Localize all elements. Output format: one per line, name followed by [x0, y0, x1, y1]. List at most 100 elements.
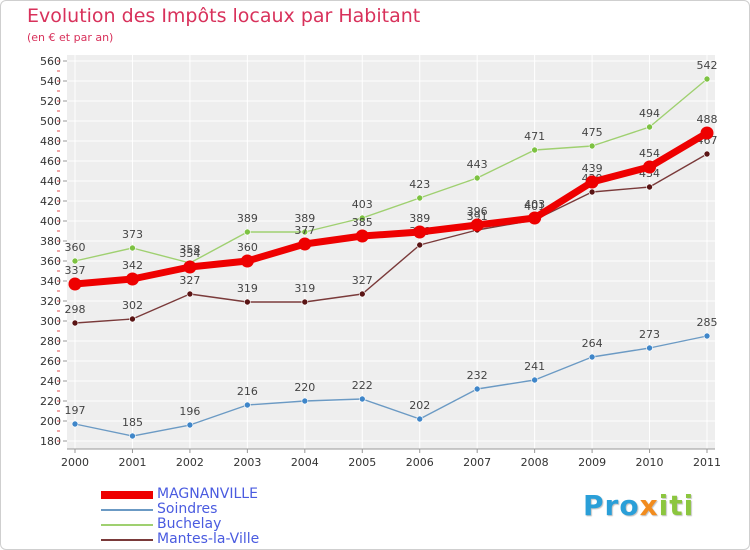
logo-text: Pro — [583, 489, 640, 522]
data-point — [301, 228, 309, 236]
data-label: 232 — [467, 369, 488, 382]
legend-swatch — [101, 524, 153, 526]
data-point — [68, 277, 82, 291]
data-label: 264 — [582, 337, 603, 350]
data-point — [416, 241, 424, 249]
data-label: 373 — [122, 228, 143, 241]
data-point — [703, 75, 711, 83]
data-point — [588, 188, 596, 196]
proxiti-logo: Proxiti — [583, 489, 694, 522]
data-label: 454 — [639, 147, 660, 160]
data-label: 396 — [467, 205, 488, 218]
x-tick-label: 2003 — [233, 456, 261, 469]
chart-subtitle: (en € et par an) — [27, 31, 114, 44]
x-tick-label: 2001 — [118, 456, 146, 469]
data-point — [240, 254, 254, 268]
chart-legend: MAGNANVILLE Soindres Buchelay Mantes-la-Vil… — [101, 487, 361, 547]
legend-label: MAGNANVILLE — [157, 486, 258, 502]
data-label: 354 — [179, 247, 200, 260]
x-tick-label: 2006 — [406, 456, 434, 469]
data-label: 389 — [294, 212, 315, 225]
data-point — [646, 344, 653, 352]
y-tick-label: 360 — [40, 255, 61, 268]
legend-item: Buchelay — [101, 517, 361, 532]
data-label: 443 — [467, 158, 488, 171]
data-point — [588, 353, 596, 361]
data-label: 401 — [524, 200, 545, 213]
data-point — [301, 397, 309, 405]
data-label: 273 — [639, 328, 660, 341]
data-label: 360 — [237, 241, 258, 254]
data-label: 241 — [524, 360, 545, 373]
data-label: 439 — [582, 162, 603, 175]
data-point — [355, 229, 369, 243]
data-point — [646, 183, 653, 191]
data-label: 327 — [179, 274, 200, 287]
data-label: 285 — [697, 316, 718, 329]
data-point — [301, 298, 309, 306]
data-label: 337 — [65, 264, 86, 277]
data-label: 389 — [409, 212, 430, 225]
data-point — [643, 160, 657, 174]
data-point — [244, 228, 251, 236]
y-tick-label: 260 — [40, 355, 61, 368]
y-tick-label: 440 — [40, 175, 61, 188]
legend-swatch — [101, 491, 153, 499]
legend-label: Buchelay — [157, 516, 222, 532]
data-label: 423 — [409, 178, 430, 191]
data-point — [71, 257, 79, 265]
data-label: 185 — [122, 416, 143, 429]
data-point — [646, 123, 653, 131]
x-tick-label: 2009 — [578, 456, 606, 469]
data-label: 202 — [409, 399, 430, 412]
data-label: 319 — [294, 282, 315, 295]
data-label: 494 — [639, 107, 660, 120]
data-point — [473, 174, 481, 182]
data-point — [585, 175, 599, 189]
y-tick-label: 480 — [40, 135, 61, 148]
data-label: 475 — [582, 126, 603, 139]
y-tick-label: 540 — [40, 75, 61, 88]
series-line-soindres — [74, 335, 708, 437]
y-tick-label: 200 — [40, 415, 61, 428]
y-tick-label: 380 — [40, 235, 61, 248]
x-tick-label: 2008 — [521, 456, 549, 469]
data-label: 389 — [237, 212, 258, 225]
data-point — [298, 237, 312, 251]
data-point — [531, 376, 538, 384]
y-tick-label: 500 — [40, 115, 61, 128]
data-point — [244, 401, 251, 409]
x-tick-label: 2007 — [463, 456, 491, 469]
legend-item: MAGNANVILLE — [101, 487, 361, 502]
y-tick-label: 300 — [40, 315, 61, 328]
data-label: 302 — [122, 299, 143, 312]
data-point — [186, 290, 194, 298]
data-label: 216 — [237, 385, 258, 398]
legend-label: Mantes-la-Ville — [157, 531, 260, 547]
data-label: 542 — [697, 59, 718, 72]
data-label: 342 — [122, 259, 143, 272]
data-point — [129, 432, 136, 440]
y-tick-label: 420 — [40, 195, 61, 208]
series-line-buchelay — [74, 78, 708, 264]
data-point — [358, 395, 366, 403]
x-tick-label: 2005 — [348, 456, 376, 469]
data-label: 222 — [352, 379, 373, 392]
x-tick-label: 2000 — [61, 456, 89, 469]
series-line-mantes-la-ville — [74, 153, 708, 324]
logo-text: iti — [658, 489, 695, 522]
data-point — [125, 272, 139, 286]
data-label: 391 — [467, 210, 488, 223]
x-tick-label: 2002 — [176, 456, 204, 469]
data-point — [129, 244, 136, 252]
y-tick-label: 340 — [40, 275, 61, 288]
data-label: 197 — [65, 404, 86, 417]
data-point — [71, 319, 79, 327]
y-tick-label: 400 — [40, 215, 61, 228]
y-tick-label: 220 — [40, 395, 61, 408]
x-tick-label: 2011 — [693, 456, 721, 469]
legend-label: Soindres — [157, 501, 218, 517]
y-tick-label: 280 — [40, 335, 61, 348]
legend-swatch — [101, 539, 153, 541]
data-label: 403 — [524, 198, 545, 211]
